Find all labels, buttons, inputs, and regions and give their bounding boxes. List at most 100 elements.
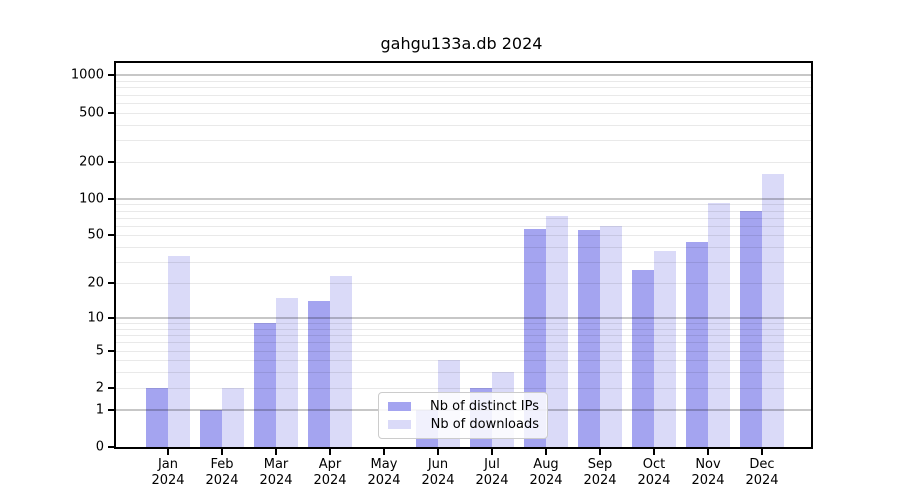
minor-gridline	[116, 225, 811, 227]
y-axis-tick	[108, 317, 114, 319]
y-axis-tick	[108, 111, 114, 114]
minor-gridline	[116, 210, 811, 212]
minor-gridline	[116, 342, 811, 344]
minor-gridline	[116, 94, 811, 96]
x-axis-tick	[653, 449, 655, 455]
y-axis-tick	[108, 386, 114, 389]
y-axis-tick-label: 5	[95, 343, 104, 359]
minor-gridline	[116, 372, 811, 374]
x-axis-tick-label: Oct 2024	[637, 457, 671, 488]
x-axis-tick	[491, 449, 493, 455]
x-axis-tick-label: May 2024	[367, 457, 401, 488]
minor-gridline	[116, 328, 811, 330]
y-axis-tick	[108, 234, 114, 237]
x-axis-tick-label: Sep 2024	[583, 457, 617, 488]
plot-area	[114, 61, 813, 449]
x-axis-tick	[383, 449, 385, 455]
bar-downloads-sep	[600, 225, 622, 447]
y-axis-tick	[108, 197, 114, 200]
bar-downloads-dec	[762, 174, 784, 447]
legend-label-distinct-ips: Nb of distinct IPs	[430, 399, 539, 414]
y-axis-tick-label: 500	[79, 105, 104, 121]
x-axis-tick	[221, 449, 223, 455]
legend-item-downloads: Nb of downloads	[388, 417, 539, 432]
bar-downloads-oct	[654, 251, 676, 447]
y-axis-tick-label: 1000	[70, 67, 104, 83]
y-axis-tick	[108, 446, 114, 448]
bar-distinct-ips-mar	[254, 323, 276, 447]
legend: Nb of distinct IPs Nb of downloads	[378, 392, 548, 439]
bar-downloads-apr	[330, 276, 352, 447]
bar-distinct-ips-apr	[308, 301, 330, 447]
x-axis-tick-label: Apr 2024	[313, 457, 347, 488]
major-gridline	[116, 317, 811, 319]
minor-gridline	[116, 262, 811, 264]
minor-gridline	[116, 139, 811, 141]
y-axis-tick-label: 200	[79, 154, 104, 170]
minor-gridline	[116, 335, 811, 337]
minor-gridline	[116, 350, 811, 352]
y-axis-tick	[108, 282, 114, 285]
legend-item-distinct-ips: Nb of distinct IPs	[388, 399, 539, 414]
minor-gridline	[116, 124, 811, 126]
x-axis-tick-label: Jan 2024	[151, 457, 185, 488]
y-axis-tick	[108, 160, 114, 163]
chart-title: gahgu133a.db 2024	[380, 34, 543, 53]
major-gridline	[116, 74, 811, 77]
bar-distinct-ips-nov	[686, 242, 708, 447]
bar-distinct-ips-sep	[578, 230, 600, 447]
minor-gridline	[116, 161, 811, 163]
x-axis-tick-label: Aug 2024	[529, 457, 563, 488]
y-axis-tick-label: 10	[87, 310, 104, 326]
x-axis-tick	[761, 449, 763, 455]
minor-gridline	[116, 323, 811, 325]
y-axis-tick	[108, 408, 114, 411]
y-axis-tick-label: 1	[95, 402, 104, 418]
minor-gridline	[116, 387, 811, 389]
y-axis-tick-label: 100	[79, 191, 104, 207]
legend-swatch-downloads	[388, 420, 411, 429]
bar-downloads-feb	[222, 387, 244, 447]
x-axis-tick-label: Mar 2024	[259, 457, 293, 488]
y-axis-tick	[108, 74, 114, 77]
x-axis-tick	[437, 449, 439, 455]
legend-swatch-distinct-ips	[388, 402, 411, 411]
minor-gridline	[116, 360, 811, 362]
y-axis-tick-label: 50	[87, 227, 104, 243]
major-gridline	[116, 197, 811, 200]
y-axis-tick-label: 2	[95, 380, 104, 396]
bar-distinct-ips-dec	[740, 210, 762, 447]
legend-label-downloads: Nb of downloads	[430, 417, 539, 432]
bar-downloads-nov	[708, 202, 730, 447]
bar-distinct-ips-oct	[632, 269, 654, 447]
x-axis-tick	[545, 449, 547, 455]
bar-downloads-mar	[276, 297, 298, 447]
x-axis-tick-label: Dec 2024	[745, 457, 779, 488]
x-axis-tick-label: Jun 2024	[421, 457, 455, 488]
minor-gridline	[116, 87, 811, 89]
minor-gridline	[116, 283, 811, 285]
x-axis-tick	[599, 449, 601, 455]
minor-gridline	[116, 112, 811, 114]
minor-gridline	[116, 235, 811, 237]
y-axis-tick	[108, 349, 114, 352]
y-axis-tick-label: 0	[95, 439, 104, 455]
minor-gridline	[116, 204, 811, 206]
x-axis-tick	[707, 449, 709, 455]
bar-downloads-jan	[168, 255, 190, 447]
bar-downloads-aug	[546, 216, 568, 447]
x-axis-tick	[329, 449, 331, 455]
x-axis-tick-label: Nov 2024	[691, 457, 725, 488]
x-axis-tick	[275, 449, 277, 455]
bar-distinct-ips-feb	[200, 409, 222, 447]
bar-distinct-ips-jan	[146, 387, 168, 447]
x-axis-tick-label: Jul 2024	[475, 457, 509, 488]
minor-gridline	[116, 80, 811, 82]
y-axis-tick-label: 20	[87, 275, 104, 291]
x-axis-tick-label: Feb 2024	[205, 457, 239, 488]
minor-gridline	[116, 217, 811, 219]
minor-gridline	[116, 102, 811, 104]
x-axis-tick	[167, 449, 169, 455]
minor-gridline	[116, 247, 811, 249]
